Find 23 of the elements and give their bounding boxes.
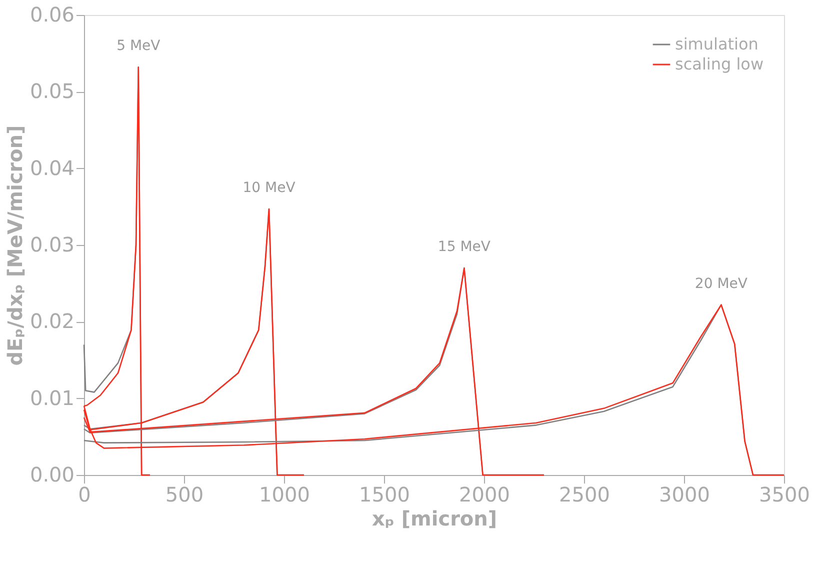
x-tick-label: 500: [165, 482, 204, 506]
x-tick-label: 1500: [359, 482, 410, 506]
annotation: 5 MeV: [116, 38, 161, 54]
y-tick-label: 0.06: [30, 2, 74, 26]
y-tick-label: 0.00: [30, 462, 74, 486]
x-tick-label: 2500: [559, 482, 610, 506]
legend-label: simulation: [675, 34, 758, 54]
x-tick-label: 3500: [759, 482, 810, 506]
x-tick-label: 1000: [259, 482, 310, 506]
y-tick-label: 0.03: [30, 232, 74, 256]
x-tick-label: 2000: [459, 482, 510, 506]
y-axis-title: dEₚ/dxₚ [MeV/micron]: [2, 125, 27, 366]
y-tick-label: 0.02: [30, 309, 74, 334]
y-tick-label: 0.01: [30, 386, 74, 410]
annotation: 15 MeV: [438, 239, 491, 255]
annotation: 10 MeV: [242, 180, 296, 196]
x-tick-label: 0: [78, 482, 91, 506]
x-tick-label: 3000: [659, 482, 710, 506]
legend-label: scaling low: [675, 54, 764, 74]
y-tick-label: 0.04: [30, 156, 74, 180]
x-axis-title: xₚ [micron]: [372, 506, 498, 530]
y-tick-label: 0.05: [30, 79, 74, 104]
annotation: 20 MeV: [694, 276, 748, 292]
